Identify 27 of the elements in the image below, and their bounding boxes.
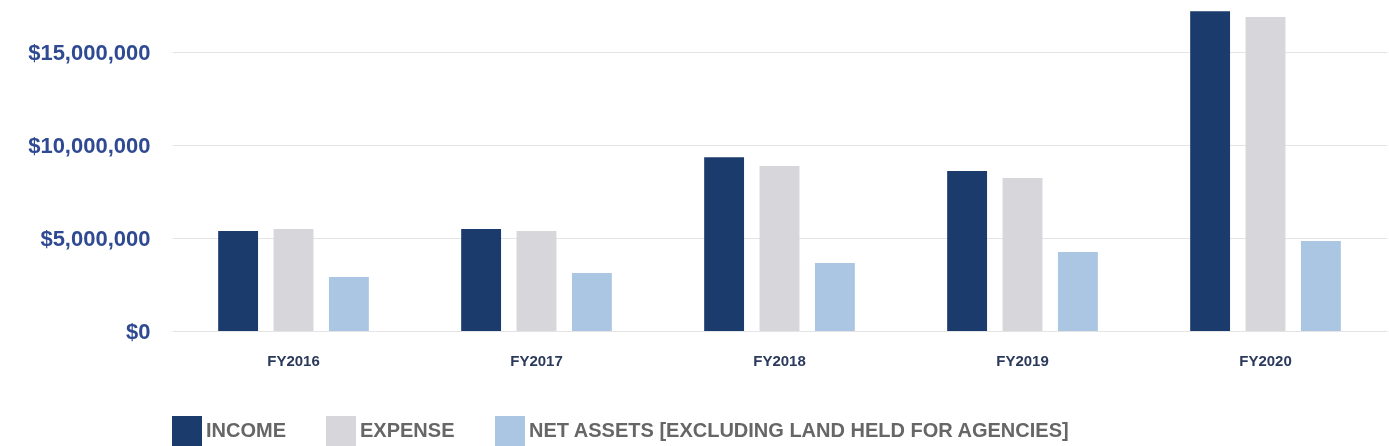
bar	[1057, 251, 1098, 331]
bar	[571, 272, 612, 331]
bar	[273, 229, 314, 331]
bar	[704, 157, 745, 331]
y-tick-label: $0	[126, 318, 151, 344]
legend-label: NET ASSETS [EXCLUDING LAND HELD FOR AGENCIES]	[529, 419, 1069, 441]
bar	[814, 262, 855, 331]
bar	[328, 277, 369, 331]
bar	[759, 166, 800, 331]
x-tick-label: FY2017	[510, 351, 563, 369]
y-tick-label: $10,000,000	[28, 132, 151, 158]
legend-label: INCOME	[206, 419, 286, 441]
x-tick-label: FY2020	[1239, 351, 1292, 369]
x-tick-label: FY2016	[267, 351, 320, 369]
x-tick-label: FY2018	[753, 351, 806, 369]
bar	[516, 230, 557, 331]
bar	[947, 171, 988, 331]
bar	[1190, 11, 1231, 331]
bar	[1002, 177, 1043, 331]
bar	[1245, 17, 1286, 331]
bar	[1300, 241, 1341, 331]
x-tick-label: FY2019	[996, 351, 1049, 369]
bar	[461, 229, 502, 331]
y-tick-label: $5,000,000	[40, 225, 151, 251]
y-tick-label: $15,000,000	[28, 39, 151, 65]
legend-label: EXPENSE	[360, 419, 455, 441]
bar	[218, 230, 259, 331]
